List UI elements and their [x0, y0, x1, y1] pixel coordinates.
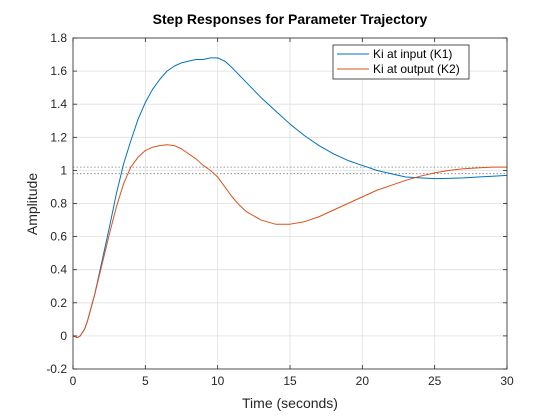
x-tick-label: 5: [142, 374, 149, 388]
y-tick-label: 0.2: [50, 296, 67, 310]
y-tick-label: 1.4: [50, 97, 67, 111]
legend: Ki at input (K1) Ki at output (K2): [332, 44, 470, 80]
series-lines: [72, 57, 508, 339]
x-tick-label: 25: [428, 374, 442, 388]
reference-lines: [73, 166, 507, 175]
x-tick-label: 30: [500, 374, 514, 388]
series-line-k1: [72, 57, 508, 339]
y-tick-label: 0.4: [50, 263, 67, 277]
legend-label-k2: Ki at output (K2): [373, 62, 460, 76]
y-tick-label: 1.6: [50, 64, 67, 78]
y-tick-label: 0: [60, 329, 67, 343]
chart-title: Step Responses for Parameter Trajectory: [153, 11, 428, 27]
x-axis-label: Time (seconds): [242, 395, 338, 411]
x-tick-label: 15: [283, 374, 297, 388]
x-tick-label: 10: [211, 374, 225, 388]
y-tick-label: 0.6: [50, 230, 67, 244]
y-tick-label: 1.2: [50, 130, 67, 144]
x-tick-label: 0: [70, 374, 77, 388]
legend-label-k1: Ki at input (K1): [373, 47, 452, 61]
y-tick-label: 1.8: [50, 31, 67, 45]
y-tick-label: -0.2: [46, 362, 67, 376]
tick-labels: 0 5 10 15 20 25 30-0.200.20.40.60.811.21.41.61…: [46, 31, 514, 388]
y-axis-label: Amplitude: [24, 173, 40, 235]
y-tick-label: 0.8: [50, 197, 67, 211]
legend-box: [332, 44, 470, 80]
y-tick-label: 1: [60, 163, 67, 177]
series-line-k2: [72, 144, 507, 339]
x-tick-label: 20: [356, 374, 370, 388]
axis-ticks: [72, 37, 508, 370]
